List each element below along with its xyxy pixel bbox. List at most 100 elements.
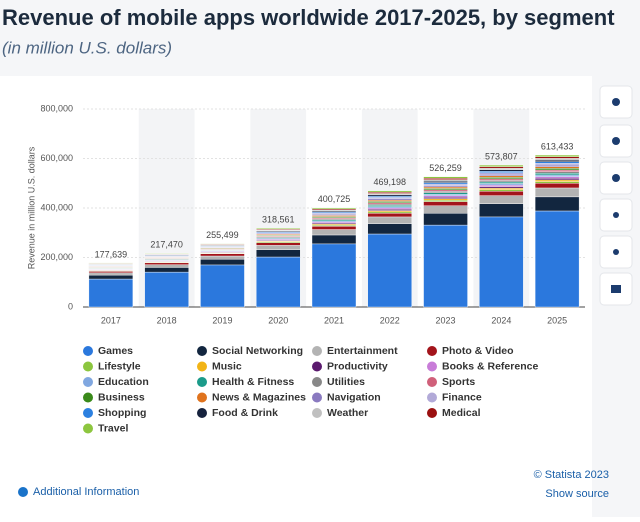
bar-segment <box>89 273 133 275</box>
icon <box>611 285 621 293</box>
bar-segment <box>535 155 579 157</box>
bar-segment <box>479 190 523 192</box>
legend-label: Medical <box>442 407 481 419</box>
legend-label: Sports <box>442 376 475 388</box>
bar-segment <box>535 158 579 160</box>
bar-segment <box>424 196 468 197</box>
bar-segment <box>145 263 189 265</box>
total-label: 255,499 <box>206 230 239 240</box>
bar-segment <box>424 177 468 178</box>
legend-label: Shopping <box>98 407 146 419</box>
legend-label: Lifestyle <box>98 360 141 372</box>
bar-segment <box>312 244 356 307</box>
bar-segment <box>535 172 579 174</box>
bar-segment <box>479 176 523 178</box>
total-label: 318,561 <box>262 215 295 225</box>
chart-subtitle: (in million U.S. dollars) <box>2 38 172 57</box>
bar-segment <box>424 197 468 198</box>
bar-segment <box>535 197 579 211</box>
bar-segment <box>479 182 523 184</box>
bar-segment <box>479 180 523 182</box>
legend-swatch <box>83 408 93 418</box>
chart-title: Revenue of mobile apps worldwide 2017-20… <box>2 5 615 30</box>
source-credit[interactable]: © Statista 2023 <box>534 469 609 481</box>
bar-segment <box>479 217 523 307</box>
bar-segment <box>312 230 356 235</box>
bar-segment <box>145 267 189 272</box>
bar-segment <box>368 217 412 224</box>
y-tick-label: 800,000 <box>40 103 73 113</box>
bar-segment <box>535 182 579 184</box>
show-source-link[interactable]: Show source <box>545 488 609 500</box>
additional-info-link[interactable]: Additional Information <box>33 486 139 498</box>
legend-label: Social Networking <box>212 345 303 357</box>
x-tick-label: 2019 <box>212 315 232 325</box>
bar-segment <box>424 178 468 179</box>
bar-segment <box>145 253 189 254</box>
total-label: 526,259 <box>429 163 462 173</box>
bar-segment <box>479 165 523 167</box>
bar-segment <box>479 167 523 169</box>
bar-segment <box>256 257 300 307</box>
bar-segment <box>479 185 523 187</box>
legend-label: Food & Drink <box>212 407 278 419</box>
bar-segment <box>200 244 244 245</box>
bar-segment <box>200 254 244 256</box>
y-tick-label: 0 <box>68 301 73 311</box>
x-tick-label: 2024 <box>491 315 511 325</box>
y-tick-label: 400,000 <box>40 202 73 212</box>
bar-segment <box>145 265 189 268</box>
total-label: 469,198 <box>374 177 407 187</box>
bar-segment <box>424 187 468 188</box>
total-label: 400,725 <box>318 194 351 204</box>
bar-segment <box>312 226 356 229</box>
bar-segment <box>256 250 300 257</box>
y-tick-label: 600,000 <box>40 153 73 163</box>
bar-segment <box>424 188 468 189</box>
bar-segment <box>424 193 468 194</box>
legend-swatch <box>312 408 322 418</box>
legend-swatch <box>312 362 322 372</box>
bar-segment <box>256 228 300 229</box>
bar-segment <box>424 200 468 201</box>
bar-segment <box>479 179 523 181</box>
bar-segment <box>368 213 412 217</box>
legend-label: Books & Reference <box>442 360 538 372</box>
total-label: 573,807 <box>485 151 518 161</box>
bar-segment <box>424 183 468 184</box>
bar-segment <box>535 162 579 164</box>
legend-swatch <box>197 408 207 418</box>
bar-segment <box>535 180 579 182</box>
bar-segment <box>535 163 579 165</box>
bar-segment <box>145 272 189 307</box>
bar-segment <box>479 170 523 172</box>
legend-label: Navigation <box>327 391 381 403</box>
bar-segment <box>424 190 468 191</box>
bar-segment <box>424 213 468 225</box>
bar-segment <box>479 173 523 175</box>
bar-segment <box>535 211 579 307</box>
bar-segment <box>424 184 468 185</box>
bar-segment <box>256 245 300 249</box>
bar-segment <box>312 235 356 244</box>
legend-swatch <box>427 408 437 418</box>
bar-segment <box>479 187 523 189</box>
x-tick-label: 2018 <box>157 315 177 325</box>
legend-swatch <box>197 393 207 403</box>
legend-label: Music <box>212 360 242 372</box>
bar-segment <box>424 202 468 206</box>
legend-label: Productivity <box>327 360 388 372</box>
bar-segment <box>256 243 300 246</box>
legend-label: Travel <box>98 422 128 434</box>
x-tick-label: 2025 <box>547 315 567 325</box>
y-tick-label: 200,000 <box>40 252 73 262</box>
bar-segment <box>89 279 133 307</box>
bar-segment <box>312 208 356 209</box>
legend-label: News & Magazines <box>212 391 306 403</box>
bar-segment <box>424 194 468 195</box>
legend-label: Health & Fitness <box>212 376 294 388</box>
bar-segment <box>479 196 523 204</box>
bar-segment <box>535 160 579 162</box>
legend-swatch <box>83 346 93 356</box>
legend-label: Games <box>98 345 133 357</box>
